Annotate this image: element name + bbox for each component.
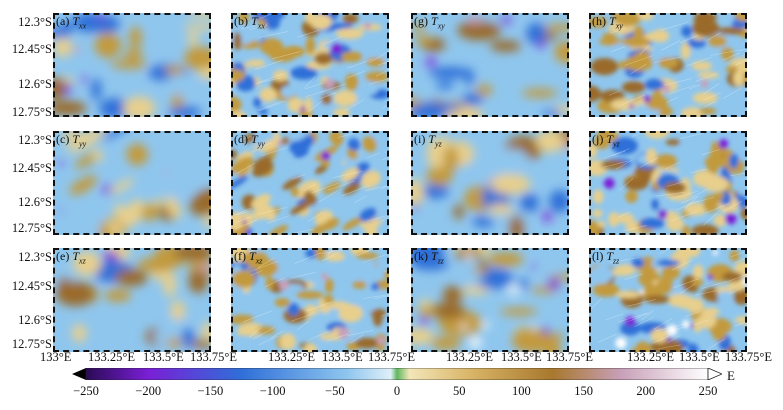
panel-label: (k) Tzz (414, 249, 444, 266)
panel-label: (d) Tyy (234, 132, 265, 149)
map-panel: (l) Tzz (589, 248, 747, 352)
panel-label: (j) Tyz (592, 132, 620, 149)
panel-label: (a) Txx (56, 14, 87, 31)
map-panel: (d) Tyy (231, 131, 389, 235)
panel-label: (h) Txy (592, 14, 623, 31)
colorbar-unit: E (727, 368, 735, 383)
anomaly-map (231, 248, 389, 352)
x-axis-label: 133.75°E (546, 350, 594, 364)
map-panel: (i) Tyz (411, 131, 569, 235)
map-panel: (g) Txy (411, 13, 569, 117)
x-axis-label: 133.5°E (322, 350, 363, 364)
colorbar-tick-label: −50 (325, 384, 345, 398)
x-axis-label: 133.75°E (725, 350, 773, 364)
colorbar-tick-label: −200 (135, 384, 162, 398)
y-axis-label: 12.6°S (18, 195, 52, 209)
anomaly-map (411, 13, 569, 117)
anomaly-map (231, 13, 389, 117)
map-panel: (k) Tzz (411, 248, 569, 352)
panel-frame (53, 131, 211, 235)
panel-frame (231, 13, 389, 117)
colorbar-low-arrow (72, 368, 86, 380)
x-axis-label: 133°E (40, 350, 72, 364)
panel-frame (411, 248, 569, 352)
panel-frame (589, 131, 747, 235)
y-axis-label: 12.75°S (11, 221, 52, 235)
x-axis-label: 133.5°E (679, 350, 720, 364)
map-panel: (b) Txx (231, 13, 389, 117)
anomaly-map (53, 13, 211, 117)
panel-label: (g) Txy (414, 14, 445, 31)
colorbar-tick-label: 0 (393, 384, 401, 398)
panel-frame (589, 248, 747, 352)
panel-label: (f) Txz (234, 249, 263, 266)
x-axis-label: 133.25°E (88, 350, 136, 364)
x-axis-label: 133.5°E (143, 350, 184, 364)
map-panel: (c) Tyy (53, 131, 211, 235)
y-axis-label: 12.3°S (18, 250, 52, 264)
x-axis-label: 133.25°E (268, 350, 316, 364)
panel-frame (411, 13, 569, 117)
y-axis-label: 12.6°S (18, 313, 52, 327)
y-axis-label: 12.3°S (18, 15, 52, 29)
colorbar-high-arrow (707, 368, 722, 380)
anomaly-map (411, 131, 569, 235)
panel-frame (411, 131, 569, 235)
anomaly-map (589, 131, 747, 235)
colorbar (72, 368, 722, 380)
panel-label: (l) Tzz (592, 249, 620, 266)
colorbar-tick-label: 100 (512, 384, 531, 398)
y-axis-label: 12.45°S (11, 279, 52, 293)
x-axis-label: 133.5°E (501, 350, 542, 364)
anomaly-map (53, 248, 211, 352)
anomaly-map (53, 131, 211, 235)
panel-label: (c) Tyy (56, 132, 87, 149)
anomaly-map (589, 248, 747, 352)
x-axis-label: 133.25°E (627, 350, 675, 364)
colorbar-gradient (85, 368, 709, 380)
map-panel: (e) Txz (53, 248, 211, 352)
colorbar-tick-label: 150 (574, 384, 593, 398)
panel-label: (b) Txx (234, 14, 265, 31)
x-axis-label: 133.25°E (446, 350, 494, 364)
y-axis-label: 12.6°S (18, 77, 52, 91)
x-axis-label: 133.75°E (368, 350, 416, 364)
anomaly-map (411, 248, 569, 352)
panel-label: (i) Tyz (414, 132, 442, 149)
colorbar-tick-label: 250 (698, 384, 718, 398)
anomaly-map (589, 13, 747, 117)
colorbar-tick-label: −250 (73, 384, 99, 398)
panel-frame (53, 248, 211, 352)
y-axis-label: 12.45°S (11, 42, 52, 56)
panel-frame (589, 13, 747, 117)
panel-frame (231, 131, 389, 235)
panel-label: (e) Txz (56, 249, 86, 266)
panel-frame (231, 248, 389, 352)
map-panel: (j) Tyz (589, 131, 747, 235)
map-panel: (a) Txx (53, 13, 211, 117)
y-axis-label: 12.75°S (11, 337, 52, 351)
x-axis-label: 133.75°E (190, 350, 238, 364)
y-axis-label: 12.75°S (11, 105, 52, 119)
panel-frame (53, 13, 211, 117)
colorbar-tick-label: 50 (452, 384, 466, 398)
colorbar-tick-label: −100 (259, 384, 286, 398)
map-panel: (f) Txz (231, 248, 389, 352)
y-axis-label: 12.45°S (11, 161, 52, 175)
colorbar-tick-label: −150 (197, 384, 224, 398)
colorbar-tick-label: 200 (636, 384, 656, 398)
y-axis-label: 12.3°S (18, 133, 52, 147)
map-panel: (h) Txy (589, 13, 747, 117)
